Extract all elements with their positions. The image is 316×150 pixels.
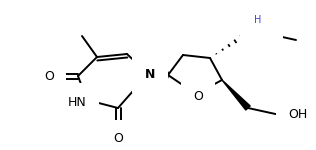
Polygon shape	[222, 80, 250, 110]
Text: OH: OH	[288, 108, 307, 122]
Text: NH: NH	[252, 24, 271, 38]
Text: O: O	[193, 90, 203, 104]
Text: HN: HN	[68, 96, 86, 108]
Text: H: H	[254, 15, 262, 25]
Polygon shape	[148, 72, 168, 78]
Text: O: O	[44, 69, 54, 82]
Text: N: N	[145, 68, 155, 81]
Text: O: O	[113, 132, 123, 145]
